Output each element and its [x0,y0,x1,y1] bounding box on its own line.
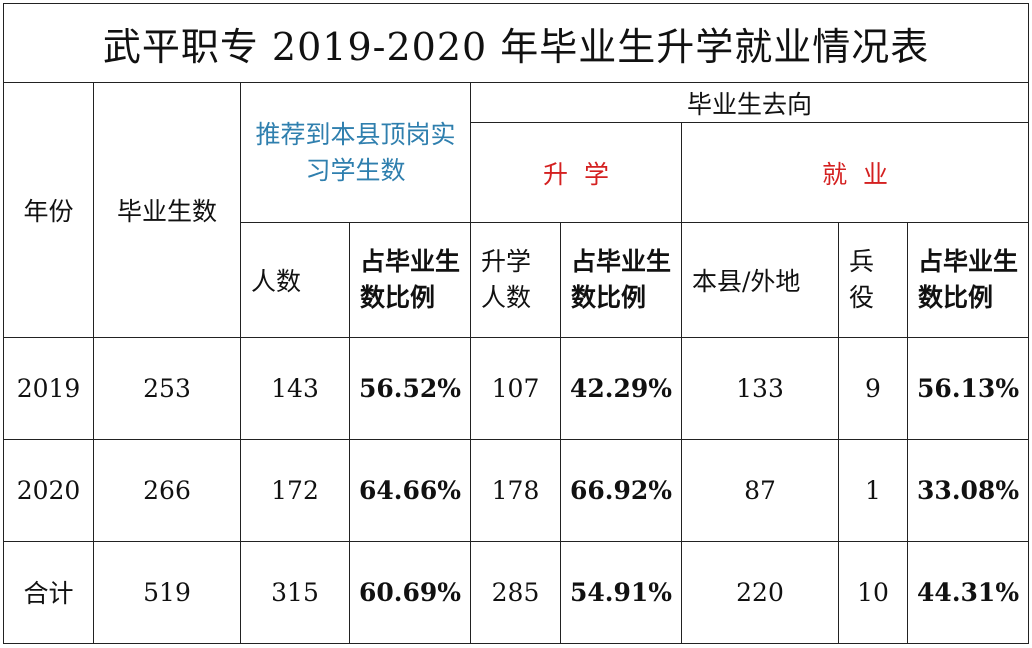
cell-year: 2020 [3,438,94,542]
cell-further-ratio: 66.92% [560,438,682,542]
cell-intern-ratio: 60.69% [349,540,471,645]
cell-intern-ratio: 56.52% [349,336,471,440]
cell-further-count: 285 [470,540,561,645]
header-intern-ratio: 占毕业生数比例 [349,222,471,338]
cell-military: 10 [838,540,908,645]
header-military: 兵役 [838,222,908,338]
table-row: 2019 253 143 56.52% 107 42.29% 133 9 56.… [3,336,1030,440]
cell-local-other: 220 [681,540,839,645]
cell-year: 2019 [3,336,94,440]
cell-military: 1 [838,438,908,542]
cell-intern-ratio: 64.66% [349,438,471,542]
cell-further-count: 178 [470,438,561,542]
header-graduates: 毕业生数 [93,82,241,338]
cell-local-other: 87 [681,438,839,542]
table-row-total: 合计 519 315 60.69% 285 54.91% 220 10 44.3… [3,540,1030,645]
header-internship-text: 推荐到本县顶岗实习学生数 [255,119,456,185]
header-further-study: 升 学 [470,122,682,224]
cell-further-count: 107 [470,336,561,440]
header-intern-count: 人数 [240,222,350,338]
header-further-ratio-text: 占毕业生数比例 [571,246,672,312]
cell-year: 合计 [3,540,94,645]
cell-emp-ratio: 56.13% [906,336,1030,440]
header-military-text: 兵役 [849,246,875,312]
cell-local-other: 133 [681,336,839,440]
header-further-count-text: 升学人数 [481,246,532,312]
table-row: 2020 266 172 64.66% 178 66.92% 87 1 33.0… [3,438,1030,542]
cell-graduates: 266 [93,438,241,542]
header-emp-ratio: 占毕业生数比例 [906,222,1030,338]
cell-further-ratio: 54.91% [560,540,682,645]
header-destination: 毕业生去向 [469,82,1030,124]
cell-emp-ratio: 33.08% [906,438,1030,542]
header-internship: 推荐到本县顶岗实习学生数 [240,82,471,224]
cell-emp-ratio: 44.31% [906,540,1030,645]
header-employment: 就 业 [680,122,1030,224]
cell-graduates: 253 [93,336,241,440]
cell-intern-count: 172 [240,438,350,542]
cell-intern-count: 143 [240,336,350,440]
header-further-count: 升学人数 [470,222,561,338]
header-further-ratio: 占毕业生数比例 [560,222,682,338]
header-year: 年份 [3,82,94,338]
header-local-other: 本县/外地 [681,222,839,338]
cell-further-ratio: 42.29% [560,336,682,440]
cell-intern-count: 315 [240,540,350,645]
cell-military: 9 [838,336,908,440]
header-emp-ratio-text: 占毕业生数比例 [918,246,1019,312]
header-intern-ratio-text: 占毕业生数比例 [360,246,461,312]
table-title: 武平职专 2019-2020 年毕业生升学就业情况表 [2,2,1030,84]
cell-graduates: 519 [93,540,241,645]
